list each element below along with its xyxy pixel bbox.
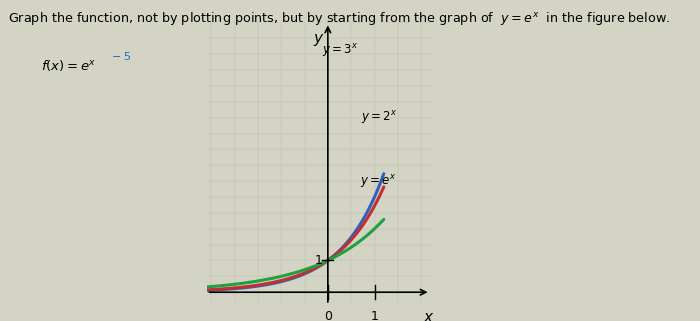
Text: y: y <box>313 30 322 46</box>
Text: $y = 3^x$: $y = 3^x$ <box>322 41 358 58</box>
Text: $-\ 5$: $-\ 5$ <box>111 50 132 62</box>
Text: Graph the function, not by plotting points, but by starting from the graph of  $: Graph the function, not by plotting poin… <box>8 10 671 27</box>
Text: 1: 1 <box>370 310 379 321</box>
Text: 0: 0 <box>324 310 332 321</box>
Text: $f(x) = e^x$: $f(x) = e^x$ <box>41 58 96 73</box>
Text: 1: 1 <box>314 254 322 267</box>
Text: $y = e^x$: $y = e^x$ <box>360 173 396 190</box>
Text: $y = 2^x$: $y = 2^x$ <box>361 109 398 126</box>
Text: x: x <box>423 310 432 321</box>
